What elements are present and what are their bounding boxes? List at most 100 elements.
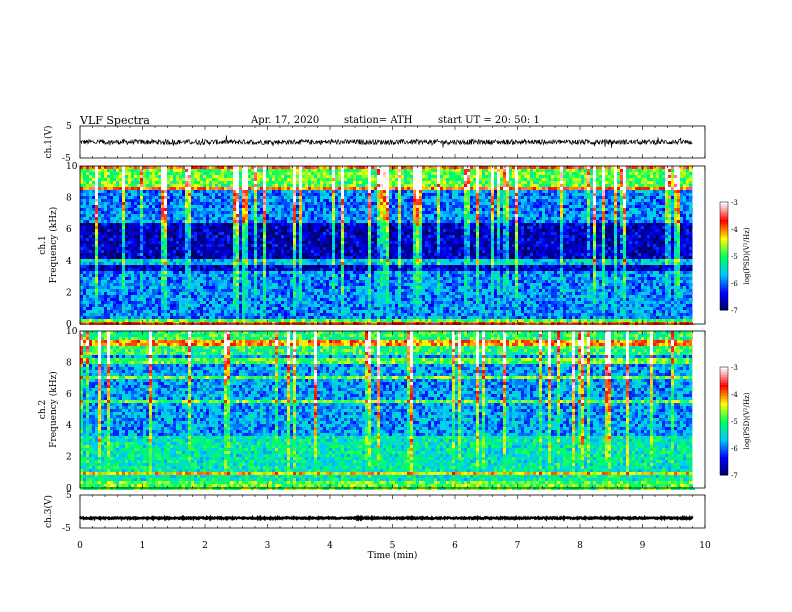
spectrogram-cell <box>476 220 479 223</box>
spectrogram-cell <box>635 193 638 196</box>
spectrogram-cell <box>365 220 368 223</box>
spectrogram-cell <box>83 181 86 184</box>
spectrogram-cell <box>548 199 551 202</box>
spectrogram-cell <box>647 205 650 208</box>
spectrogram-cell <box>209 196 212 199</box>
spectrogram-cell <box>443 190 446 193</box>
spectrogram-cell <box>548 184 551 187</box>
spectrogram-cell <box>263 175 266 178</box>
spectrogram-cell <box>674 172 677 175</box>
spectrogram-cell <box>578 220 581 223</box>
spectrogram-cell <box>272 202 275 205</box>
spectrogram-cell <box>215 172 218 175</box>
spectrogram-cell <box>632 181 635 184</box>
spectrogram-cell <box>374 202 377 205</box>
spectrogram-cell <box>167 229 170 232</box>
spectrogram-cell <box>323 217 326 220</box>
spectrogram-cell <box>116 232 119 235</box>
spectrogram-cell <box>380 181 383 184</box>
spectrogram-cell <box>194 223 197 226</box>
spectrogram-cell <box>689 202 692 205</box>
spectrogram-cell <box>509 169 512 172</box>
spectrogram-cell <box>410 172 413 175</box>
spectrogram-cell <box>374 190 377 193</box>
spectrogram-cell <box>545 226 548 229</box>
spectrogram-cell <box>389 196 392 199</box>
spectrogram-cell <box>416 172 419 175</box>
spectrogram-cell <box>173 205 176 208</box>
spectrogram-cell <box>86 184 89 187</box>
spectrogram-cell <box>191 217 194 220</box>
spectrogram-cell <box>476 166 479 169</box>
spectrogram-cell <box>257 217 260 220</box>
spectrogram-cell <box>491 175 494 178</box>
spectrogram-cell <box>497 214 500 217</box>
spectrogram-cell <box>332 181 335 184</box>
spectrogram-cell <box>113 208 116 211</box>
spectrogram-cell <box>236 196 239 199</box>
spectrogram-cell <box>620 190 623 193</box>
spectrogram-cell <box>461 232 464 235</box>
spectrogram-cell <box>182 226 185 229</box>
spectrogram-cell <box>272 166 275 169</box>
spectrogram-cell <box>437 229 440 232</box>
spectrogram-cell <box>236 217 239 220</box>
spectrogram-cell <box>248 169 251 172</box>
spectrogram-cell <box>425 211 428 214</box>
chart-title: VLF Spectra <box>80 114 150 127</box>
spectrogram-cell <box>365 196 368 199</box>
spectrogram-cell <box>578 187 581 190</box>
spectrogram-cell <box>347 217 350 220</box>
spectrogram-cell <box>566 184 569 187</box>
spectrogram-cell <box>662 199 665 202</box>
spectrogram-cell <box>626 175 629 178</box>
spectrogram-cell <box>569 184 572 187</box>
spectrogram-cell <box>659 211 662 214</box>
spectrogram-cell <box>86 235 89 238</box>
spectrogram-cell <box>551 223 554 226</box>
spectrogram-cell <box>629 202 632 205</box>
spectrogram-cell <box>578 226 581 229</box>
spectrogram-cell <box>389 217 392 220</box>
spectrogram-cell <box>500 226 503 229</box>
spectrogram-cell <box>374 226 377 229</box>
spectrogram-cell <box>614 199 617 202</box>
spectrogram-cell <box>683 223 686 226</box>
spectrogram-cell <box>164 208 167 211</box>
spectrogram-cell <box>95 214 98 217</box>
spectrogram-cell <box>479 199 482 202</box>
spectrogram-cell <box>659 205 662 208</box>
spectrogram-cell <box>527 166 530 169</box>
spectrogram-cell <box>455 217 458 220</box>
spectrogram-cell <box>248 214 251 217</box>
spectrogram-cell <box>212 175 215 178</box>
spectrogram-cell <box>239 199 242 202</box>
spectrogram-cell <box>521 187 524 190</box>
spectrogram-cell <box>347 196 350 199</box>
spectrogram-cell <box>134 226 137 229</box>
spectrogram-cell <box>461 193 464 196</box>
spectrogram-cell <box>200 202 203 205</box>
spectrogram-cell <box>290 214 293 217</box>
spectrogram-cell <box>263 226 266 229</box>
spectrogram-cell <box>296 214 299 217</box>
spectrogram-cell <box>314 229 317 232</box>
spectrogram-cell <box>113 196 116 199</box>
spectrogram-cell <box>659 217 662 220</box>
spectrogram-cell <box>137 172 140 175</box>
spectrogram-cell <box>506 223 509 226</box>
spectrogram-cell <box>413 202 416 205</box>
spectrogram-cell <box>293 202 296 205</box>
spectrogram-cell <box>422 169 425 172</box>
spectrogram-cell <box>320 214 323 217</box>
spectrogram-cell <box>263 232 266 235</box>
spectrogram-cell <box>233 214 236 217</box>
spectrogram-cell <box>134 208 137 211</box>
spectrogram-cell <box>263 214 266 217</box>
spectrogram-cell <box>518 217 521 220</box>
spectrogram-cell <box>452 211 455 214</box>
spectrogram-cell <box>293 208 296 211</box>
spectrogram-cell <box>350 199 353 202</box>
spectrogram-cell <box>305 193 308 196</box>
spectrogram-cell <box>197 235 200 238</box>
